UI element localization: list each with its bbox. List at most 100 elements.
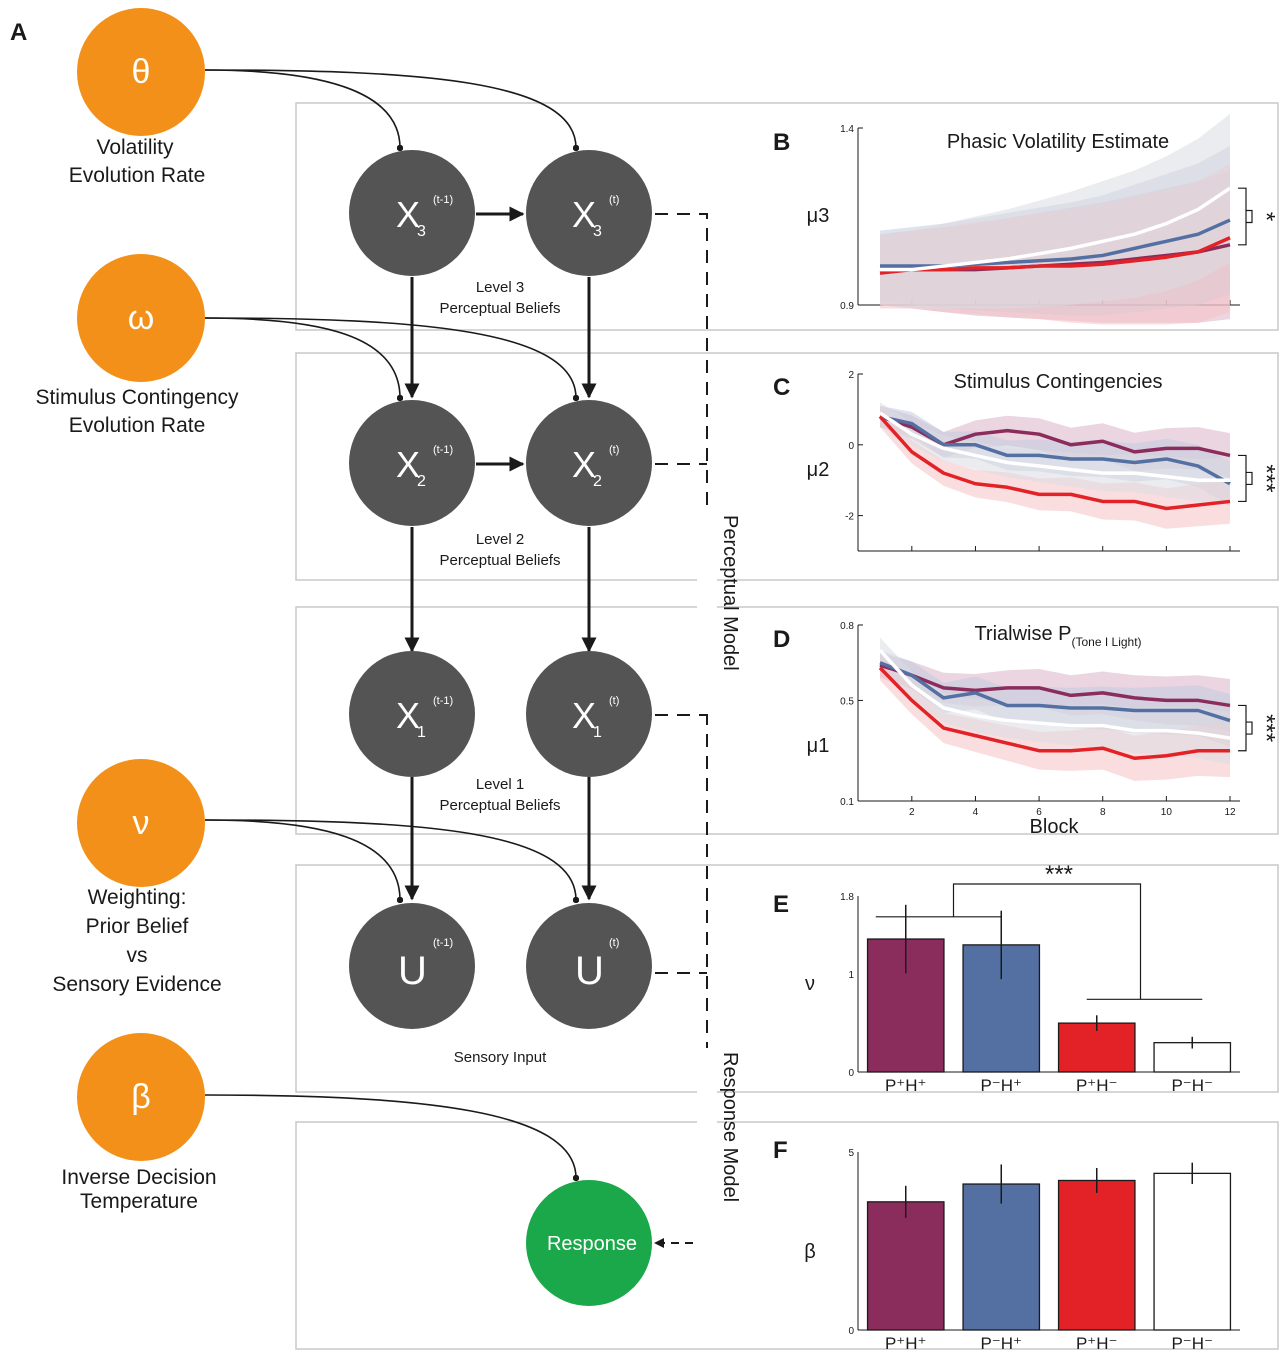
chart-d-series-1 (879, 661, 1231, 723)
chart-f-ytick-label: 0 (848, 1326, 854, 1337)
param-beta: β Inverse Decision Temperature (61, 1033, 217, 1213)
chart-f-xtick-1: P⁻H⁺ (980, 1334, 1022, 1351)
chart-d-series-3 (878, 648, 1231, 740)
chart-volatility: 1.4 0.9 Phasic Volatility Estimate μ3 * (807, 113, 1280, 325)
param-omega-line2: Evolution Rate (69, 414, 206, 437)
node-x1-cur-sub: 1 (593, 724, 602, 741)
chart-d-xtick-label: 10 (1161, 807, 1173, 818)
chart-c-sig-bracket-inner (1246, 471, 1253, 486)
sensory-input-label: Sensory Input (454, 1049, 547, 1066)
node-x2-cur: X 2 (t) (526, 400, 652, 526)
panel-input-box (295, 864, 1279, 1093)
chart-b-series-3 (880, 186, 1231, 272)
param-theta-symbol: θ (132, 53, 151, 91)
panel-level1-box (295, 606, 1279, 835)
chart-c-ytick-label: 0 (848, 441, 854, 452)
node-x1-cur-circle (526, 651, 652, 777)
param-beta-line2: Temperature (80, 1190, 198, 1213)
node-x3-cur-sup: (t) (609, 194, 619, 206)
chart-nu-bars: 1.8 1 0 ν P⁺H⁺ P⁻H⁺ P⁺H⁻ P⁻H⁻ *** (805, 861, 1240, 1095)
chart-d-ytick-label: 0.5 (840, 696, 854, 707)
chart-d-ytick-label: 0.1 (840, 797, 854, 808)
chart-b-ytick-label: 1.4 (840, 124, 854, 135)
chart-d-xlabel: Block (1030, 816, 1080, 838)
node-x2-cur-label: X (572, 444, 596, 485)
panel-level3-box (295, 102, 1279, 331)
chart-b-ylabel: μ3 (807, 205, 830, 227)
chart-b-title: Phasic Volatility Estimate (947, 131, 1169, 153)
chart-d-sig-bracket-inner (1246, 721, 1253, 735)
panel-label-e: E (773, 891, 789, 918)
chart-e-xtick-2: P⁺H⁻ (1076, 1076, 1118, 1095)
chart-b-sig-bracket-inner (1246, 209, 1253, 224)
node-x2-cur-sub: 2 (593, 473, 602, 490)
level1-label-2: Perceptual Beliefs (440, 797, 561, 814)
node-u-prev-sup: (t-1) (433, 937, 453, 949)
perceptual-model-label: Perceptual Model (719, 515, 741, 671)
param-omega-line1: Stimulus Contingency (35, 386, 239, 409)
param-theta-line1: Volatility (96, 136, 174, 159)
chart-c-ylabel: μ2 (807, 459, 830, 481)
chart-d-sig-stars: *** (1253, 714, 1280, 742)
chart-f-bar-2 (1057, 1179, 1136, 1331)
chart-f-bar-3 (1153, 1172, 1232, 1331)
node-x2-prev-label: X (396, 444, 420, 485)
chart-d-title: Trialwise P(Tone I Light) (974, 623, 1141, 649)
chart-f-ylabel: β (804, 1241, 816, 1263)
chart-e-ytick-label: 0 (848, 1068, 854, 1079)
node-x2-prev-circle (349, 400, 475, 526)
chart-d-xtick-label: 12 (1224, 807, 1236, 818)
node-response: Response (526, 1180, 652, 1306)
level3-label-2: Perceptual Beliefs (440, 300, 561, 317)
chart-d-xtick-label: 8 (1100, 807, 1106, 818)
chart-f-xtick-0: P⁺H⁺ (885, 1334, 927, 1351)
param-nu-line4: Sensory Evidence (52, 973, 221, 996)
chart-e-sig-bridge (952, 883, 1142, 1000)
node-u-cur-circle (526, 903, 652, 1029)
chart-c-band-3 (880, 402, 1230, 503)
param-beta-symbol: β (131, 1078, 151, 1116)
chart-d-ylabel: μ1 (807, 735, 830, 757)
level2-label-1: Level 2 (476, 531, 524, 548)
chart-c-series-2 (878, 415, 1231, 511)
chart-d-xtick-label: 2 (909, 807, 915, 818)
param-nu-line1: Weighting: (88, 886, 187, 909)
chart-contingencies: 2 0 -2 Stimulus Contingencies μ2 *** (807, 370, 1280, 552)
edge-nu-ucur (204, 819, 580, 904)
node-x2-prev-sup: (t-1) (433, 444, 453, 456)
node-u-prev: U (t-1) (349, 903, 475, 1029)
chart-f-bar-0 (866, 1201, 945, 1331)
chart-b-sig-bracket (1238, 187, 1247, 246)
chart-b-series-2 (879, 236, 1231, 275)
node-x3-cur-sub: 3 (593, 223, 602, 240)
chart-e-ytick-label: 1.8 (840, 892, 854, 903)
chart-c-ytick-label: 2 (848, 370, 854, 381)
param-nu-line3: vs (127, 944, 148, 967)
chart-e-xtick-3: P⁻H⁻ (1171, 1076, 1213, 1095)
node-x3-prev-sup: (t-1) (433, 194, 453, 206)
node-x2-cur-sup: (t) (609, 444, 619, 456)
node-u-prev-circle (349, 903, 475, 1029)
node-x3-prev: X 3 (t-1) (349, 150, 475, 276)
chart-c-series-1 (879, 414, 1231, 486)
param-nu-symbol: ν (133, 804, 150, 842)
chart-f-xtick-2: P⁺H⁻ (1076, 1334, 1118, 1351)
panel-response-box (295, 1121, 1279, 1350)
chart-d-xtick-label: 4 (973, 807, 979, 818)
edge-nu-uprev (204, 819, 404, 904)
param-theta-line2: Evolution Rate (69, 164, 206, 187)
chart-e-xtick-0: P⁺H⁺ (885, 1076, 927, 1095)
chart-beta-bars: 5 0 β P⁺H⁺ P⁻H⁺ P⁺H⁻ P⁻H⁻ (804, 1148, 1240, 1351)
level2-label-2: Perceptual Beliefs (440, 552, 561, 569)
chart-d-series-0 (879, 663, 1231, 708)
node-u-prev-label: U (398, 949, 427, 993)
chart-e-xtick-1: P⁻H⁺ (980, 1076, 1022, 1095)
node-x2-prev-sub: 2 (417, 473, 426, 490)
response-model-label: Response Model (719, 1052, 741, 1202)
node-response-label: Response (547, 1233, 637, 1255)
node-x1-cur: X 1 (t) (526, 651, 652, 777)
chart-e-ylabel: ν (805, 973, 815, 995)
chart-f-xtick-3: P⁻H⁻ (1171, 1334, 1213, 1351)
node-x2-prev: X 2 (t-1) (349, 400, 475, 526)
param-beta-circle (77, 1033, 205, 1161)
